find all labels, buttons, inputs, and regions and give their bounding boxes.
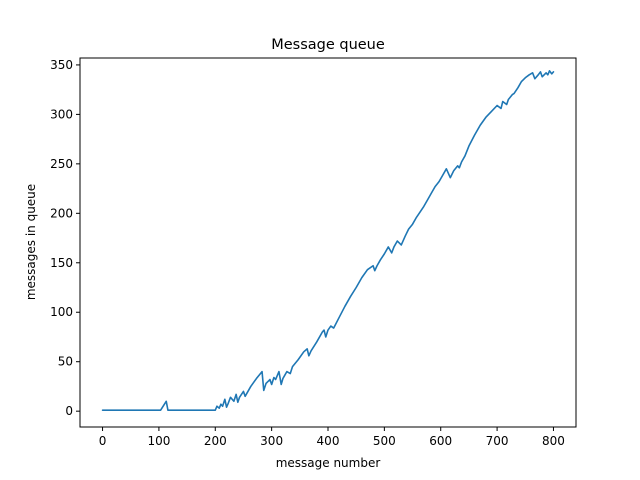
x-tick-label: 400 xyxy=(317,434,340,448)
y-axis-ticks: 0 50 100 150 200 250 300 350 xyxy=(50,58,80,418)
y-tick-label: 150 xyxy=(50,256,73,270)
y-axis-label: messages in queue xyxy=(24,184,38,300)
chart-title: Message queue xyxy=(271,37,385,53)
y-tick-label: 200 xyxy=(50,206,73,220)
y-tick-label: 0 xyxy=(65,404,73,418)
y-tick-label: 50 xyxy=(58,355,73,369)
y-tick-label: 100 xyxy=(50,305,73,319)
x-tick-label: 100 xyxy=(147,434,170,448)
y-tick-label: 350 xyxy=(50,58,73,72)
series-layer xyxy=(101,70,555,411)
x-tick-label: 300 xyxy=(260,434,283,448)
x-tick-label: 500 xyxy=(373,434,396,448)
x-tick-label: 800 xyxy=(542,434,565,448)
x-tick-label: 600 xyxy=(429,434,452,448)
x-axis-label: message number xyxy=(276,456,381,470)
series-line-0 xyxy=(101,70,555,411)
y-tick-label: 300 xyxy=(50,107,73,121)
x-tick-label: 200 xyxy=(204,434,227,448)
x-tick-label: 0 xyxy=(99,434,107,448)
x-tick-label: 700 xyxy=(486,434,509,448)
x-axis-ticks: 0 100 200 300 400 500 600 700 800 xyxy=(99,427,565,448)
y-tick-label: 250 xyxy=(50,157,73,171)
